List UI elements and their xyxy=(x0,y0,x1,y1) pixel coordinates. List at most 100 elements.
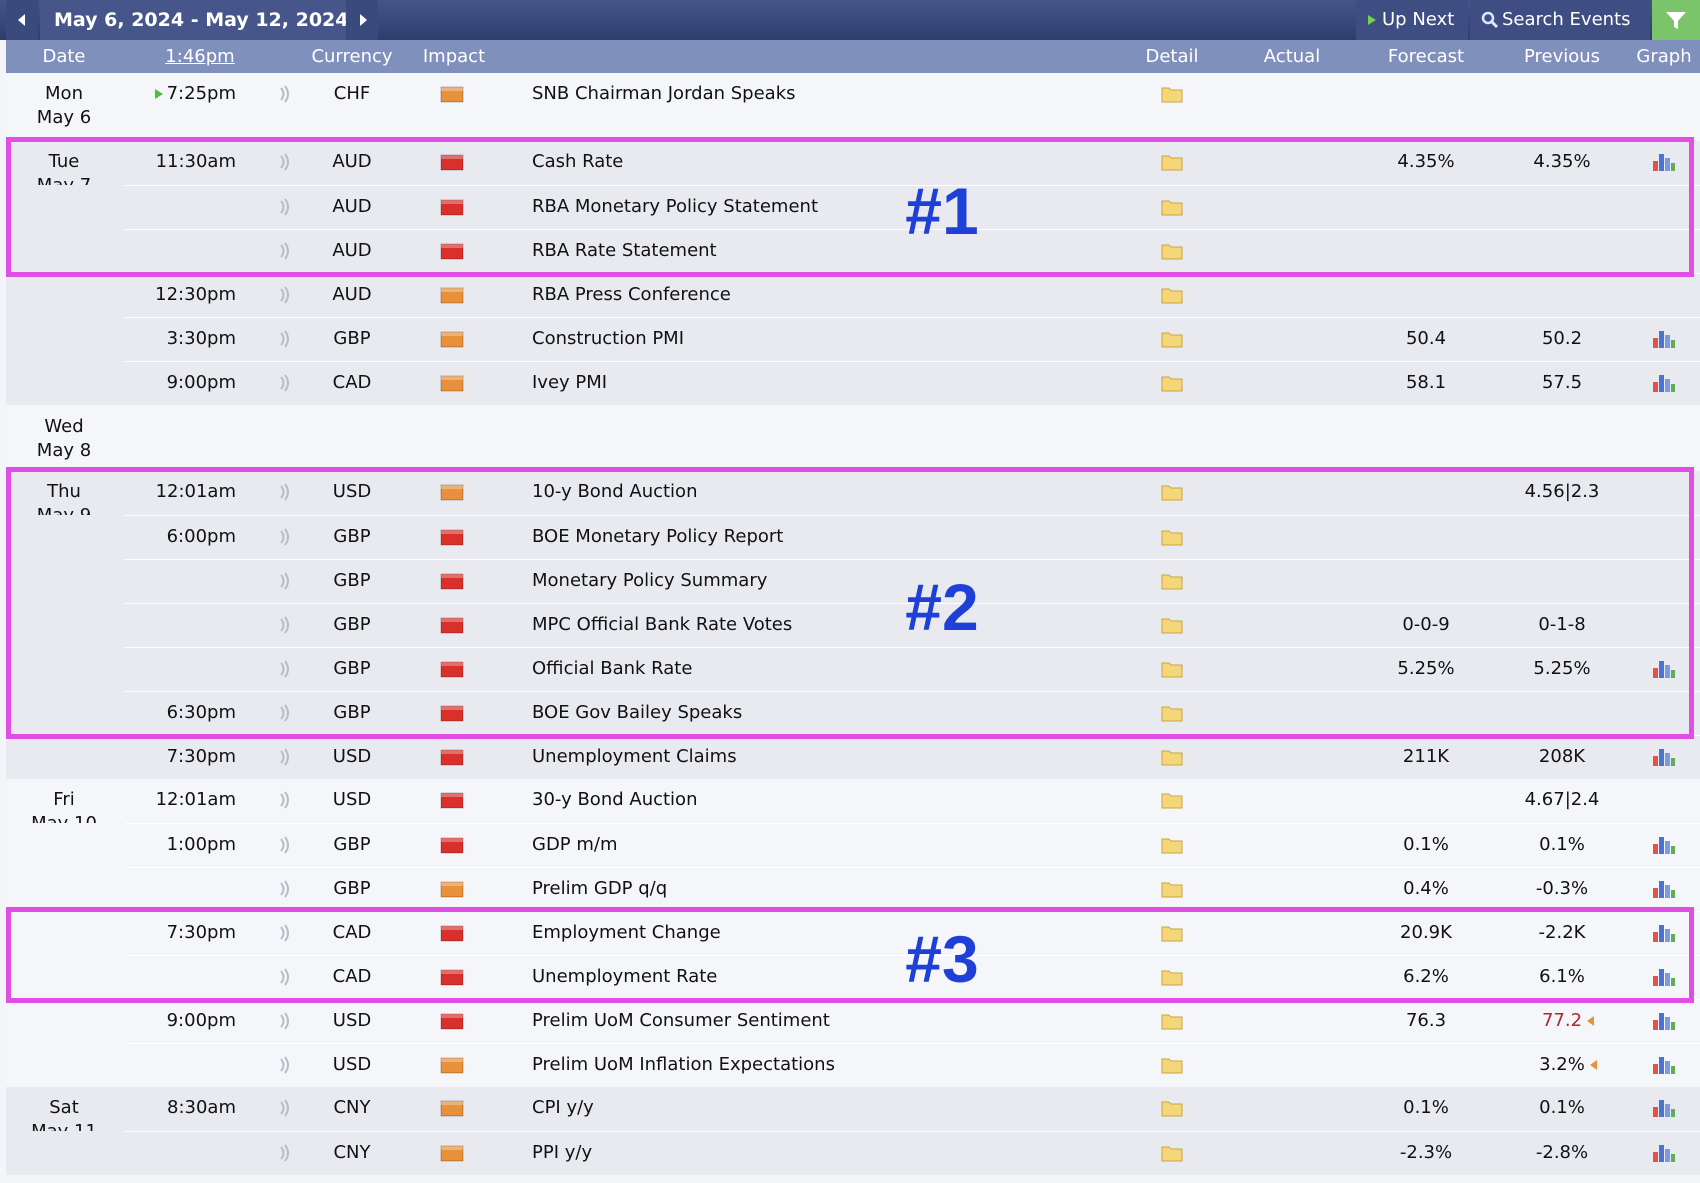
detail-folder[interactable] xyxy=(1160,527,1184,547)
event-name: 30-y Bond Auction xyxy=(532,789,698,810)
graph-icon[interactable] xyxy=(1651,746,1677,768)
detail-folder[interactable] xyxy=(1160,747,1184,767)
column-time[interactable]: 1:46pm xyxy=(165,46,235,67)
row-separator xyxy=(125,955,1700,956)
event-row: 1:00pm GBP GDP m/m 0.1% 0.1% xyxy=(6,823,1700,867)
alert-icon[interactable] xyxy=(277,1012,291,1030)
row-separator xyxy=(125,361,1700,362)
alert-icon[interactable] xyxy=(277,242,291,260)
currency: USD xyxy=(332,1010,372,1031)
alert-icon[interactable] xyxy=(277,704,291,722)
event-row: AUD RBA Monetary Policy Statement xyxy=(6,185,1700,229)
event-name: RBA Press Conference xyxy=(532,284,731,305)
alert-icon[interactable] xyxy=(277,374,291,392)
up-next-button[interactable]: Up Next xyxy=(1356,0,1468,40)
alert-icon[interactable] xyxy=(277,1144,291,1162)
detail-folder[interactable] xyxy=(1160,241,1184,261)
detail-folder[interactable] xyxy=(1160,659,1184,679)
alert-icon[interactable] xyxy=(277,968,291,986)
impact-icon xyxy=(440,86,464,103)
row-separator xyxy=(125,229,1700,230)
alert-icon[interactable] xyxy=(277,198,291,216)
graph-icon[interactable] xyxy=(1651,151,1677,173)
impact-icon xyxy=(440,1057,464,1074)
graph-icon[interactable] xyxy=(1651,328,1677,350)
alert-icon[interactable] xyxy=(277,483,291,501)
alert-icon[interactable] xyxy=(277,880,291,898)
alert-icon[interactable] xyxy=(277,924,291,942)
previous: -2.8% xyxy=(1535,1142,1589,1163)
graph-icon[interactable] xyxy=(1651,922,1677,944)
alert-icon[interactable] xyxy=(277,286,291,304)
day-date: May 8 xyxy=(36,440,92,461)
detail-folder[interactable] xyxy=(1160,967,1184,987)
day-name: Sat xyxy=(49,1097,79,1118)
graph-icon[interactable] xyxy=(1651,1097,1677,1119)
detail-folder[interactable] xyxy=(1160,1098,1184,1118)
previous: 50.2 xyxy=(1541,328,1583,349)
graph-icon[interactable] xyxy=(1651,834,1677,856)
detail-folder[interactable] xyxy=(1160,703,1184,723)
currency: AUD xyxy=(332,196,372,217)
next-week-button[interactable] xyxy=(346,0,378,40)
day-name: Fri xyxy=(53,789,75,810)
alert-icon[interactable] xyxy=(277,1099,291,1117)
alert-icon[interactable] xyxy=(277,791,291,809)
column-currency: Currency xyxy=(311,46,393,67)
event-row: GBP MPC Official Bank Rate Votes 0-0-9 0-1-… xyxy=(6,603,1700,647)
detail-folder[interactable] xyxy=(1160,615,1184,635)
detail-folder[interactable] xyxy=(1160,790,1184,810)
graph-icon[interactable] xyxy=(1651,372,1677,394)
event-name: BOE Monetary Policy Report xyxy=(532,526,784,547)
graph-icon[interactable] xyxy=(1651,878,1677,900)
search-events-button[interactable]: Search Events xyxy=(1470,0,1650,40)
event-row: 9:00pm CAD Ivey PMI 58.1 57.5 xyxy=(6,361,1700,405)
event-time: 8:30am xyxy=(167,1097,236,1118)
alert-icon[interactable] xyxy=(277,748,291,766)
filter-button[interactable] xyxy=(1652,0,1700,40)
detail-folder[interactable] xyxy=(1160,482,1184,502)
alert-icon[interactable] xyxy=(277,616,291,634)
prev-week-button[interactable] xyxy=(6,0,38,40)
detail-folder[interactable] xyxy=(1160,1055,1184,1075)
detail-folder[interactable] xyxy=(1160,152,1184,172)
graph-icon[interactable] xyxy=(1651,1142,1677,1164)
alert-icon[interactable] xyxy=(277,153,291,171)
alert-icon[interactable] xyxy=(277,660,291,678)
detail-folder[interactable] xyxy=(1160,879,1184,899)
forecast: 4.35% xyxy=(1397,151,1455,172)
graph-icon[interactable] xyxy=(1651,966,1677,988)
graph-icon[interactable] xyxy=(1651,1054,1677,1076)
event-row: Mon May 6 7:25pm CHF SNB Chairman Jordan Spe… xyxy=(6,73,1700,141)
detail-folder[interactable] xyxy=(1160,835,1184,855)
detail-folder[interactable] xyxy=(1160,329,1184,349)
forecast: 20.9K xyxy=(1400,922,1452,943)
detail-folder[interactable] xyxy=(1160,373,1184,393)
previous: 3.2% xyxy=(1539,1054,1585,1075)
alert-icon[interactable] xyxy=(277,85,291,103)
detail-folder[interactable] xyxy=(1160,285,1184,305)
detail-folder[interactable] xyxy=(1160,197,1184,217)
forecast: 0.1% xyxy=(1403,1097,1449,1118)
detail-folder[interactable] xyxy=(1160,1143,1184,1163)
column-forecast: Forecast xyxy=(1387,46,1465,67)
detail-folder[interactable] xyxy=(1160,923,1184,943)
event-name: MPC Official Bank Rate Votes xyxy=(532,614,793,635)
impact-icon xyxy=(440,484,464,501)
previous: 4.67|2.4 xyxy=(1524,789,1600,810)
currency: GBP xyxy=(333,658,371,679)
detail-folder[interactable] xyxy=(1160,1011,1184,1031)
detail-folder[interactable] xyxy=(1160,84,1184,104)
alert-icon[interactable] xyxy=(277,836,291,854)
alert-icon[interactable] xyxy=(277,528,291,546)
event-time: 3:30pm xyxy=(166,328,236,349)
graph-icon[interactable] xyxy=(1651,658,1677,680)
graph-icon[interactable] xyxy=(1651,1010,1677,1032)
previous: 5.25% xyxy=(1533,658,1591,679)
alert-icon[interactable] xyxy=(277,572,291,590)
alert-icon[interactable] xyxy=(277,1056,291,1074)
forecast: 211K xyxy=(1402,746,1450,767)
alert-icon[interactable] xyxy=(277,330,291,348)
detail-folder[interactable] xyxy=(1160,571,1184,591)
forecast: 76.3 xyxy=(1405,1010,1447,1031)
